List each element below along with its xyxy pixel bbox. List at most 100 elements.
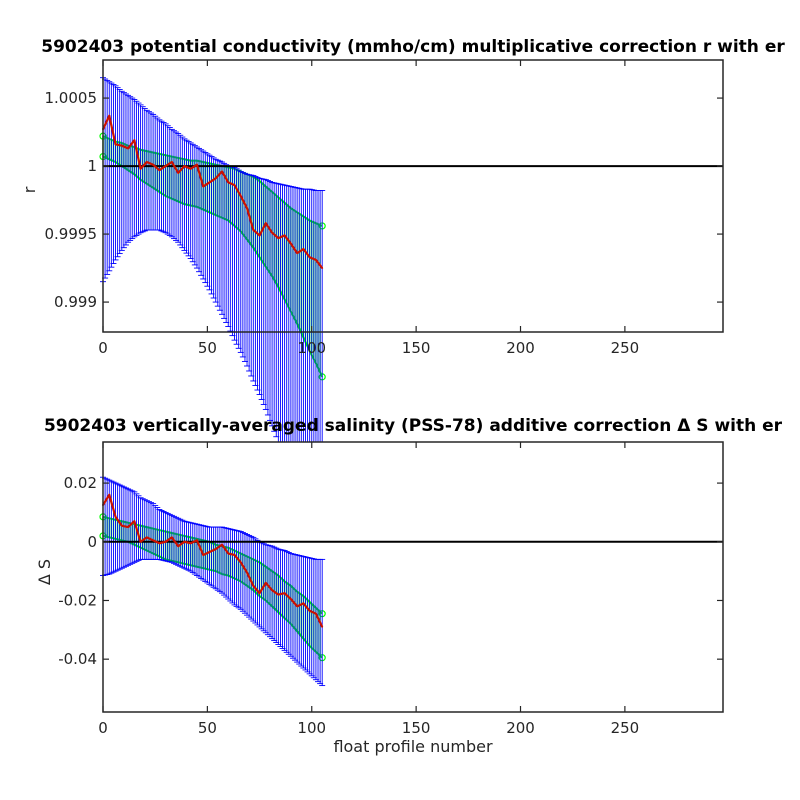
data-point — [177, 171, 180, 174]
data-point — [164, 165, 167, 167]
error-bar — [106, 81, 113, 272]
error-bar — [116, 484, 123, 570]
error-bar — [141, 108, 148, 232]
data-point — [289, 242, 292, 245]
chart-title: 5902403 vertically-averaged salinity (PS… — [44, 416, 783, 436]
y-tick-label: 0.999 — [54, 293, 97, 311]
data-point — [196, 539, 198, 542]
data-point — [214, 548, 217, 551]
data-point — [120, 524, 123, 527]
data-point — [214, 177, 217, 180]
x-tick-label: 50 — [198, 339, 217, 357]
series-line-layer — [102, 493, 324, 628]
y-tick-label: -0.02 — [58, 591, 97, 609]
data-point — [264, 581, 267, 584]
y-tick-label: 1 — [87, 157, 97, 175]
chart-title: 5902403 potential conductivity (mmho/cm)… — [41, 37, 785, 57]
data-point — [308, 256, 311, 259]
data-point — [239, 561, 242, 564]
data-point — [139, 540, 142, 543]
data-point — [271, 231, 273, 234]
error-bar — [135, 495, 142, 561]
data-point — [302, 248, 305, 250]
x-tick-label: 0 — [98, 339, 108, 357]
data-point — [127, 526, 129, 529]
fit-band-edge — [102, 155, 324, 378]
data-point — [196, 163, 198, 166]
data-point — [183, 165, 186, 167]
data-point — [120, 144, 123, 147]
data-point — [258, 592, 261, 595]
data-point — [133, 139, 136, 142]
error-bar — [127, 96, 134, 241]
data-point — [271, 589, 273, 592]
data-point — [321, 267, 324, 269]
data-point — [158, 542, 161, 545]
data-point — [246, 571, 248, 574]
data-point — [277, 237, 280, 240]
data-point — [152, 163, 155, 166]
y-axis-label: r — [20, 186, 39, 193]
error-bar — [114, 87, 121, 258]
error-bar — [110, 84, 117, 264]
data-point — [233, 554, 236, 556]
data-point — [108, 493, 111, 496]
x-tick-label: 100 — [297, 719, 326, 737]
error-bar — [104, 478, 111, 576]
data-point — [252, 229, 255, 231]
error-bar — [319, 558, 326, 687]
x-tick-label: 50 — [198, 719, 217, 737]
data-point — [296, 605, 299, 608]
data-point — [221, 170, 223, 173]
error-bar — [122, 93, 129, 246]
y-tick-label: 0 — [87, 533, 97, 551]
data-point — [252, 584, 255, 587]
data-point — [152, 539, 155, 542]
data-point — [139, 167, 142, 170]
data-point — [108, 114, 111, 117]
y-tick-label: 0.02 — [64, 474, 97, 492]
data-point — [114, 515, 117, 518]
data-point — [170, 536, 173, 539]
x-tick-label: 200 — [506, 339, 535, 357]
error-bar — [114, 483, 121, 571]
data-point — [114, 143, 117, 146]
tick-layer: 0 50 100 150 200 250 -0.04 -0.02 0 0.02 — [58, 442, 723, 737]
data-point — [296, 252, 299, 255]
error-bar — [104, 79, 111, 275]
data-point — [315, 612, 317, 615]
error-bar — [118, 485, 125, 569]
data-point — [308, 609, 311, 612]
data-point — [202, 554, 205, 556]
error-bar — [129, 490, 136, 564]
y-tick-label: 1.0005 — [45, 89, 98, 107]
data-point — [264, 222, 267, 225]
data-point — [127, 147, 129, 150]
data-point — [289, 598, 292, 600]
y-tick-label: -0.04 — [58, 650, 97, 668]
data-point — [321, 625, 324, 628]
error-bar — [112, 482, 119, 572]
data-point — [246, 207, 248, 210]
data-point — [183, 540, 186, 543]
data-point — [145, 536, 148, 539]
data-point — [283, 592, 286, 595]
error-bar — [116, 89, 123, 255]
error-bar-layer — [100, 476, 326, 687]
panel-salinity-correction: 0 50 100 150 200 250 -0.04 -0.02 0 0.02 5902403 v… — [35, 416, 783, 756]
axes-box — [102, 59, 724, 333]
error-bar — [118, 90, 125, 251]
fit-band-edge — [102, 534, 323, 659]
x-tick-label: 150 — [402, 339, 431, 357]
error-bar — [112, 85, 119, 261]
data-point — [133, 520, 136, 523]
plot-area — [103, 442, 723, 712]
series-line — [102, 114, 324, 269]
panel-conductivity-correction: 0 50 100 150 200 250 0.999 0.9995 1 1.0005 590240… — [20, 37, 785, 585]
data-point — [302, 602, 305, 605]
fit-band-edge — [102, 515, 323, 615]
data-point — [170, 161, 173, 163]
error-bar — [127, 489, 134, 565]
data-point — [221, 543, 223, 546]
